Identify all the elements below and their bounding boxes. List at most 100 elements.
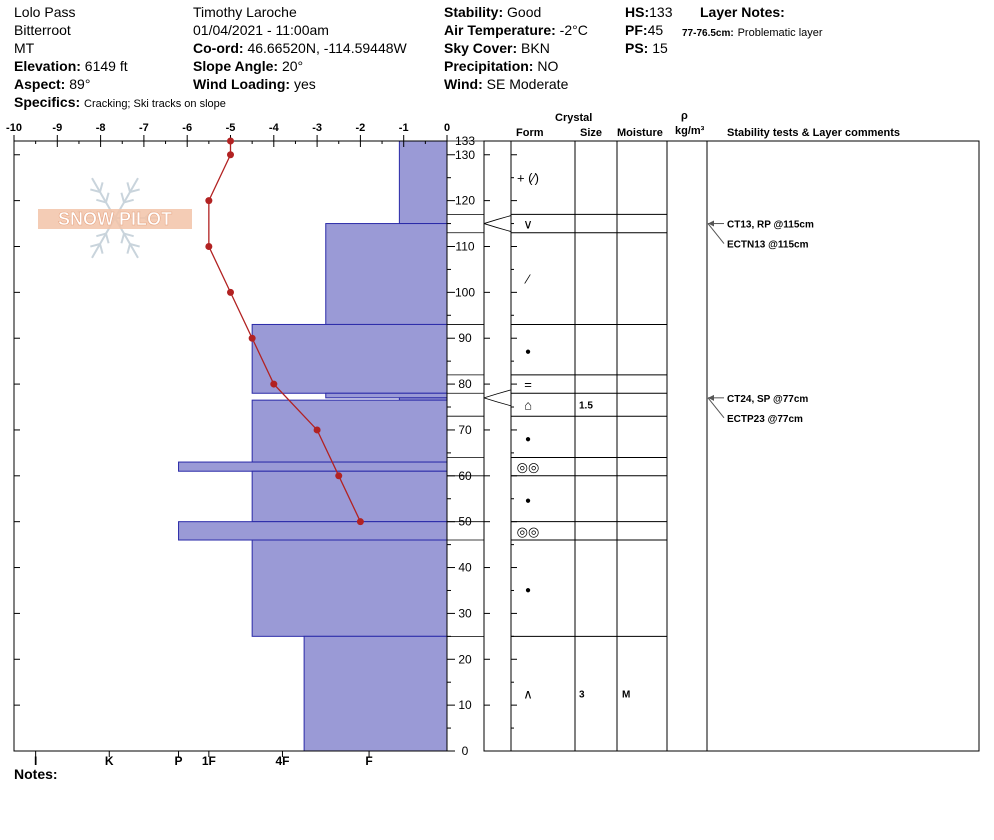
hardness-bar [251, 470, 448, 523]
notes-label: Notes: [14, 766, 58, 782]
pf-label: PF: [625, 22, 648, 38]
sky-value: BKN [521, 40, 550, 56]
pf-row: PF:45 [625, 22, 663, 38]
layer-notes-label: Layer Notes: [700, 4, 785, 20]
snowflake-branch [99, 243, 104, 254]
snowflake-branch [105, 233, 110, 244]
temp-tick-label: -3 [312, 122, 322, 134]
temp-tick-label: -5 [226, 122, 236, 134]
hardness-bar [325, 223, 448, 325]
layer-table: + (⁄) ∨ ⁄ ● = ⌂ 1.5 ● ◎◎ ● ◎◎ ● ∧ 3 M CT13, RP @115cm EC… [447, 140, 980, 752]
layer-form: + (⁄) [517, 171, 539, 186]
temp-tick-label: -1 [399, 122, 409, 134]
datetime: 01/04/2021 - 11:00am [193, 22, 329, 38]
size-header: Size [580, 127, 603, 139]
sky-row: Sky Cover: BKN [444, 40, 550, 56]
coord-row: Co-ord: 46.66520N, -114.59448W [193, 40, 407, 56]
height-tick-label: 30 [458, 606, 472, 620]
temp-point [270, 380, 278, 388]
height-tick-label: 100 [455, 285, 475, 299]
layer-size: 1.5 [579, 401, 593, 412]
hardness-bar [178, 461, 448, 472]
temp-point [227, 288, 234, 296]
hardness-bar [325, 392, 448, 399]
test-arrow-line [707, 397, 725, 419]
layer-form: ◎◎ [517, 460, 540, 475]
temp-tick-label: -4 [269, 122, 280, 134]
test-arrow-head [708, 394, 714, 401]
temp-point [313, 426, 321, 434]
snowflake-branch [129, 243, 140, 248]
temp-tick-label: -9 [52, 122, 62, 134]
specifics-value: Cracking; Ski tracks on slope [84, 98, 226, 110]
temp-point [248, 334, 256, 342]
layer-moisture: M [622, 690, 630, 701]
layer-form: ∧ [523, 687, 533, 702]
height-tick-label: 120 [455, 194, 475, 208]
snowflake-branch [96, 232, 107, 238]
hardness-bar [398, 140, 448, 225]
temp-line [208, 141, 361, 522]
layer-form: ● [525, 434, 531, 445]
snowflake-branch [126, 243, 131, 254]
watermark-band [38, 209, 192, 229]
temp-tick-label: -2 [356, 122, 366, 134]
hardness-bar [178, 521, 448, 541]
layer-size: 3 [579, 690, 585, 701]
layer-form: ∨ [523, 217, 533, 232]
layer-form: ● [525, 347, 531, 358]
ps-label: PS: [625, 40, 649, 56]
specifics-label: Specifics: [14, 94, 81, 110]
precip-value: NO [537, 58, 559, 74]
height-tick-label: 0 [462, 744, 469, 758]
hardness-tick-label: K [105, 754, 114, 768]
height-tick-label: 70 [458, 423, 472, 437]
height-tick-label: 110 [455, 239, 474, 253]
temp-point [227, 137, 234, 145]
aspect-row: Aspect: 89° [14, 76, 90, 92]
wind-loading-value: yes [293, 76, 316, 92]
elevation-label: Elevation: [14, 58, 81, 74]
stability-test-label: CT24, SP @77cm [727, 394, 808, 405]
location: Lolo Pass [14, 4, 76, 20]
height-tick-label: 20 [458, 652, 472, 666]
slope-label: Slope Angle: [193, 58, 279, 74]
state: MT [14, 40, 35, 56]
temp-tick-label: 0 [444, 122, 450, 134]
hs-row: HS:133 [625, 4, 672, 20]
wind-value: SE Moderate [486, 76, 569, 92]
snowflake-branch [123, 232, 134, 238]
layer-form: ● [525, 496, 531, 507]
snowflake-branch [90, 243, 101, 248]
specifics-row: Specifics: Cracking; Ski tracks on slope [14, 94, 226, 112]
failure-connector [483, 397, 512, 407]
air-temp-label: Air Temperature: [444, 22, 556, 38]
air-temp-row: Air Temperature: -2°C [444, 22, 588, 38]
precip-row: Precipitation: NO [444, 58, 558, 74]
hardness-bar [251, 323, 448, 394]
temp-point [205, 242, 213, 250]
layer-form: ◎◎ [517, 524, 540, 539]
hs-value: 133 [649, 4, 673, 20]
temp-tick-label: -10 [6, 122, 22, 134]
wind-loading-label: Wind Loading: [193, 76, 291, 92]
temp-tick-label: -6 [182, 122, 192, 134]
layer-form: ⌂ [524, 398, 532, 413]
crystal-header: Crystal [555, 112, 593, 124]
range: Bitterroot [14, 22, 71, 38]
failure-connector [483, 223, 512, 232]
height-tick-label: 10 [458, 698, 472, 712]
stability-test-label: ECTP23 @77cm [727, 414, 803, 425]
height-tick-label: 130 [455, 148, 475, 162]
wind-loading-row: Wind Loading: yes [193, 76, 316, 92]
hs-label: HS: [625, 4, 650, 20]
snowflake-branch [99, 182, 104, 193]
temperature-profile [205, 137, 364, 526]
wind-label: Wind: [444, 76, 483, 92]
air-temp-value: -2°C [559, 22, 588, 38]
coord-label: Co-ord: [193, 40, 244, 56]
sky-label: Sky Cover: [444, 40, 518, 56]
hardness-profile [178, 140, 448, 752]
test-arrow-line [707, 223, 725, 244]
table-frame [483, 140, 980, 752]
